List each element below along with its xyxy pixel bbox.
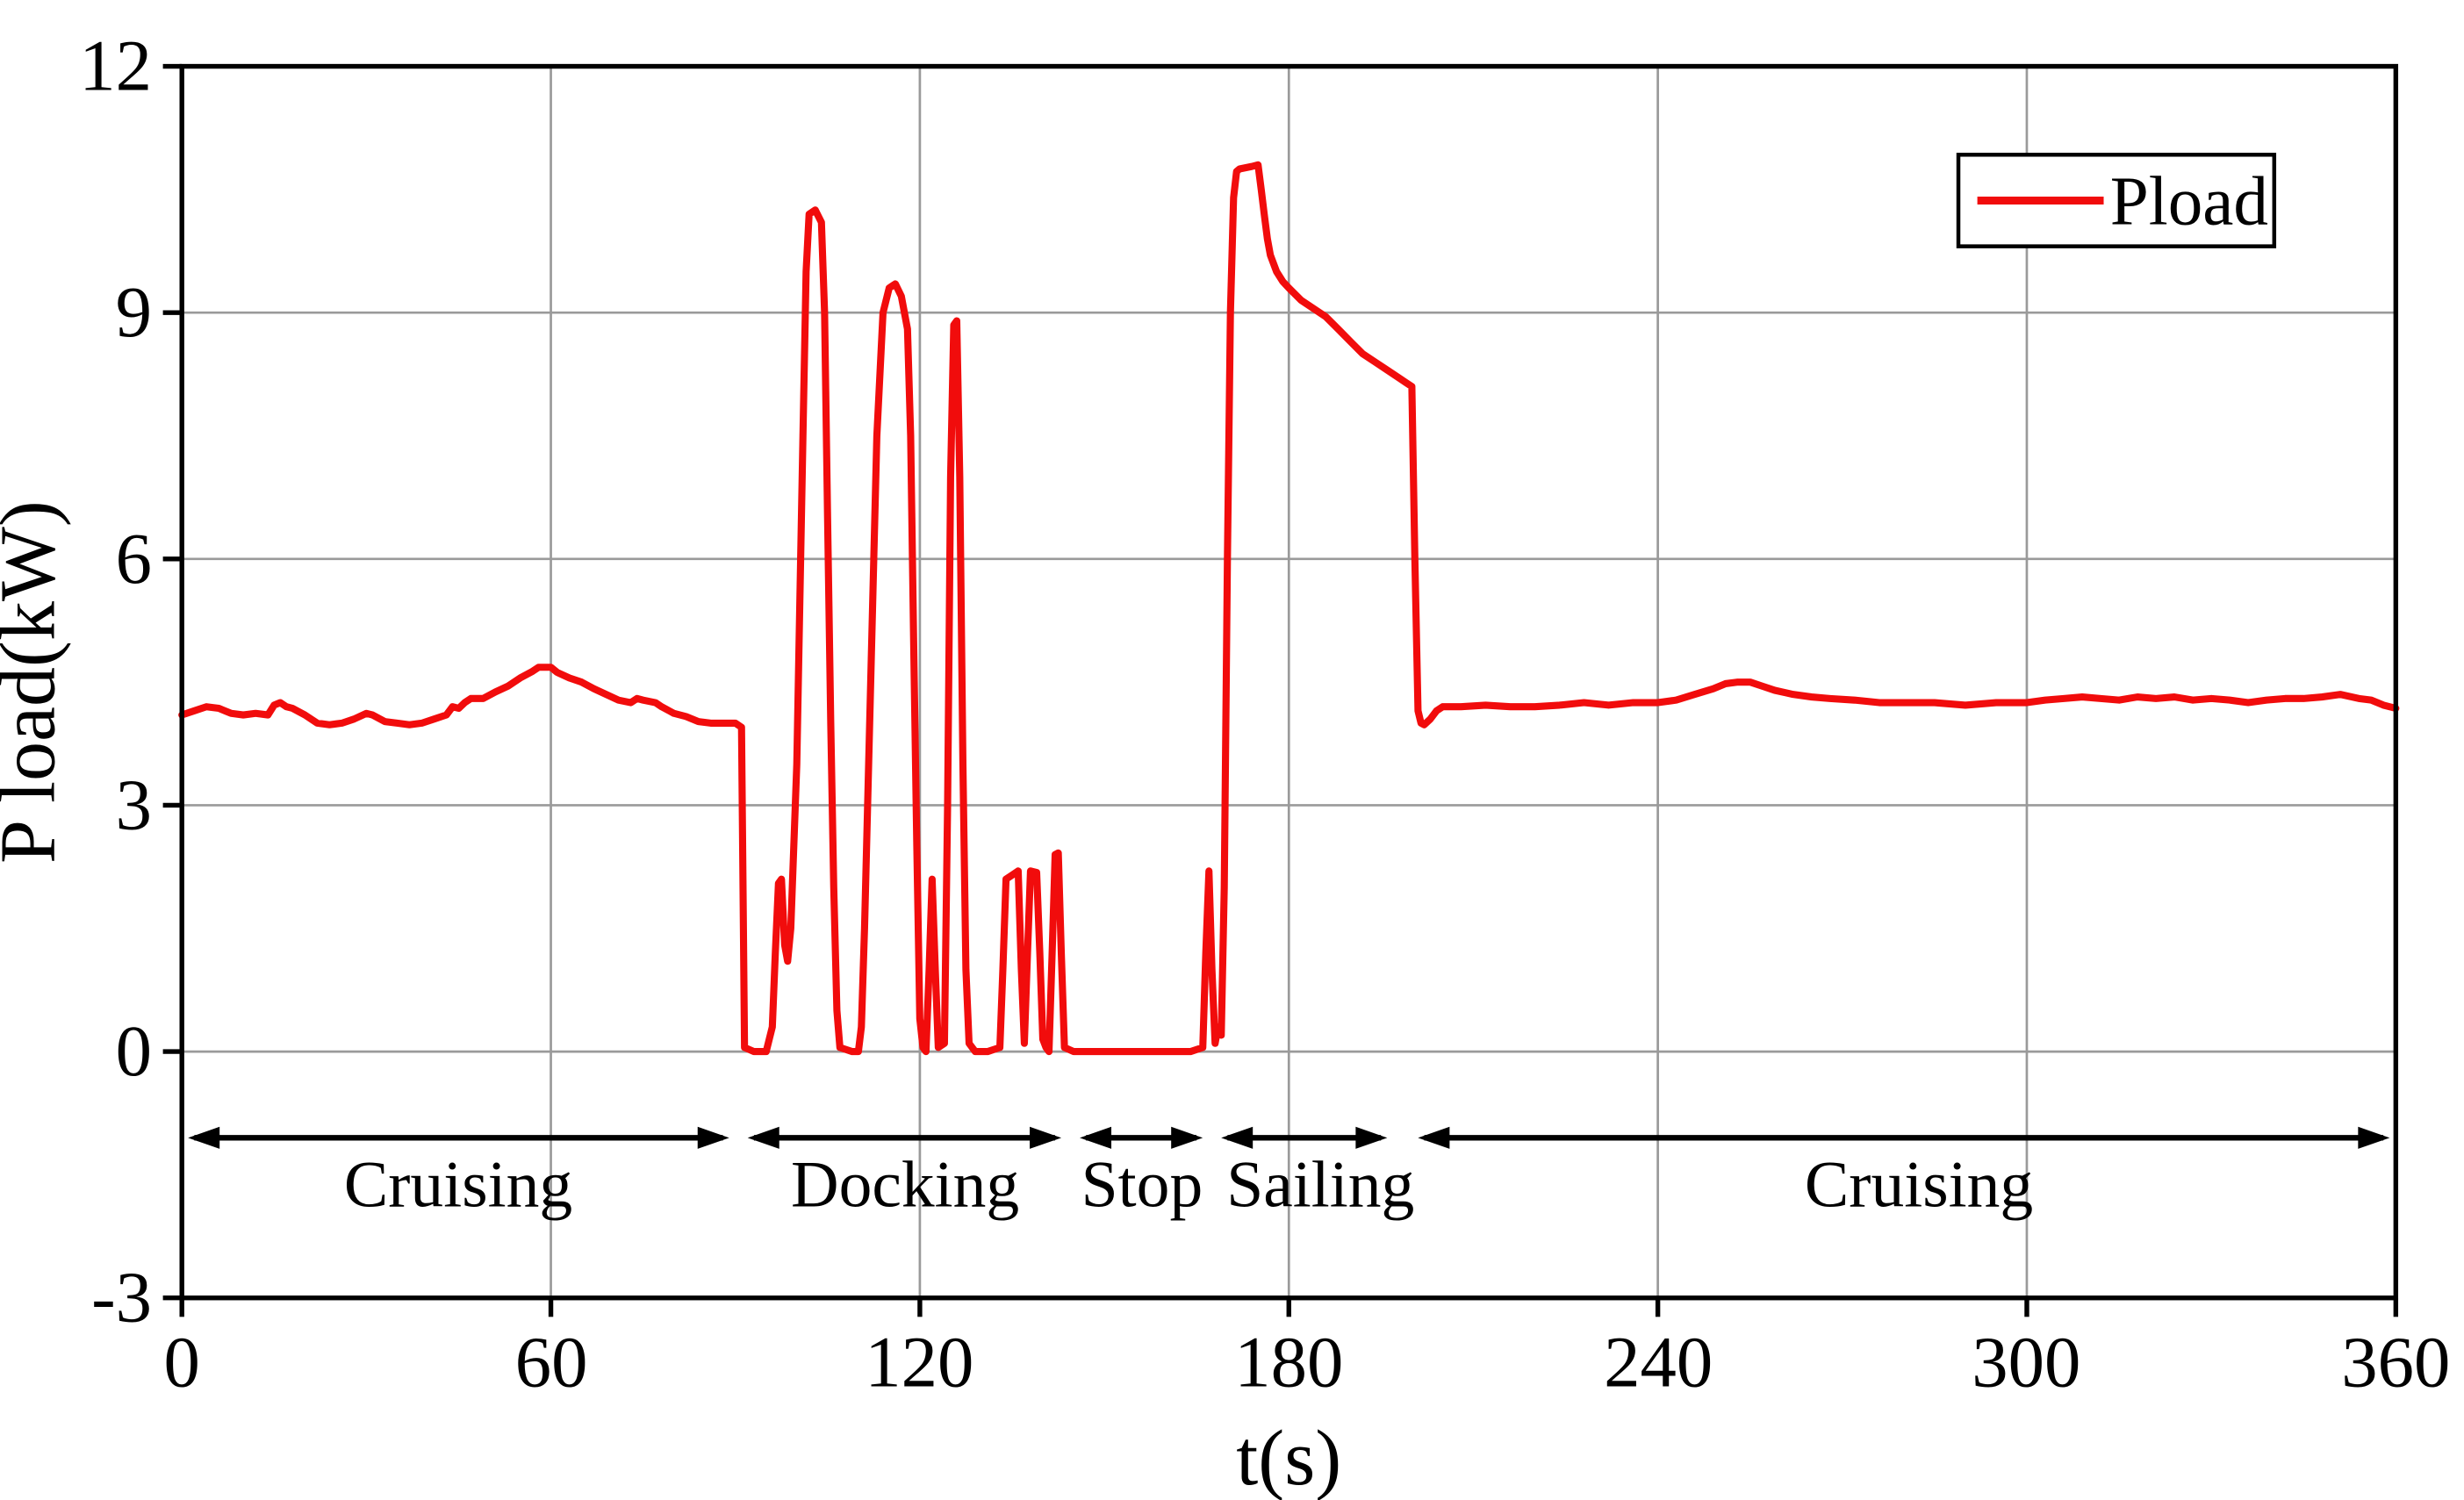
y-tick-labels: 12 9 6 3 0 -3 (79, 25, 152, 1338)
phase-arrows (188, 1126, 2390, 1149)
phase-label-cruising-2: Cruising (1805, 1148, 2033, 1221)
x-tick-240: 240 (1604, 1321, 1713, 1402)
x-tick-60: 60 (515, 1321, 588, 1402)
pload-line-series (178, 161, 2400, 1056)
y-tick-m3: -3 (91, 1257, 152, 1338)
legend-label-pload: Pload (2110, 162, 2268, 240)
x-tick-120: 120 (865, 1321, 973, 1402)
y-axis-title: P load(kW) (0, 500, 71, 864)
x-tick-300: 300 (1972, 1321, 2080, 1402)
x-tick-labels: 0 60 120 180 240 300 360 (164, 1321, 2451, 1402)
phase-labels: Cruising Docking Stop Sailing Cruising (344, 1148, 2033, 1221)
y-tick-0: 0 (116, 1010, 152, 1091)
legend: Pload (1956, 153, 2277, 248)
x-axis-title: t(s) (1236, 1415, 1341, 1500)
phase-label-docking: Docking (791, 1148, 1019, 1221)
axis-ticks (162, 63, 2399, 1317)
phase-label-stop: Stop (1081, 1148, 1203, 1221)
phase-label-cruising-1: Cruising (344, 1148, 572, 1221)
y-tick-3: 3 (116, 764, 152, 844)
phase-label-sailing: Sailing (1226, 1148, 1414, 1221)
y-tick-9: 9 (116, 271, 152, 352)
y-tick-12: 12 (79, 25, 152, 106)
x-tick-180: 180 (1234, 1321, 1343, 1402)
x-tick-360: 360 (2341, 1321, 2450, 1402)
x-tick-0: 0 (164, 1321, 200, 1402)
y-tick-6: 6 (116, 518, 152, 599)
